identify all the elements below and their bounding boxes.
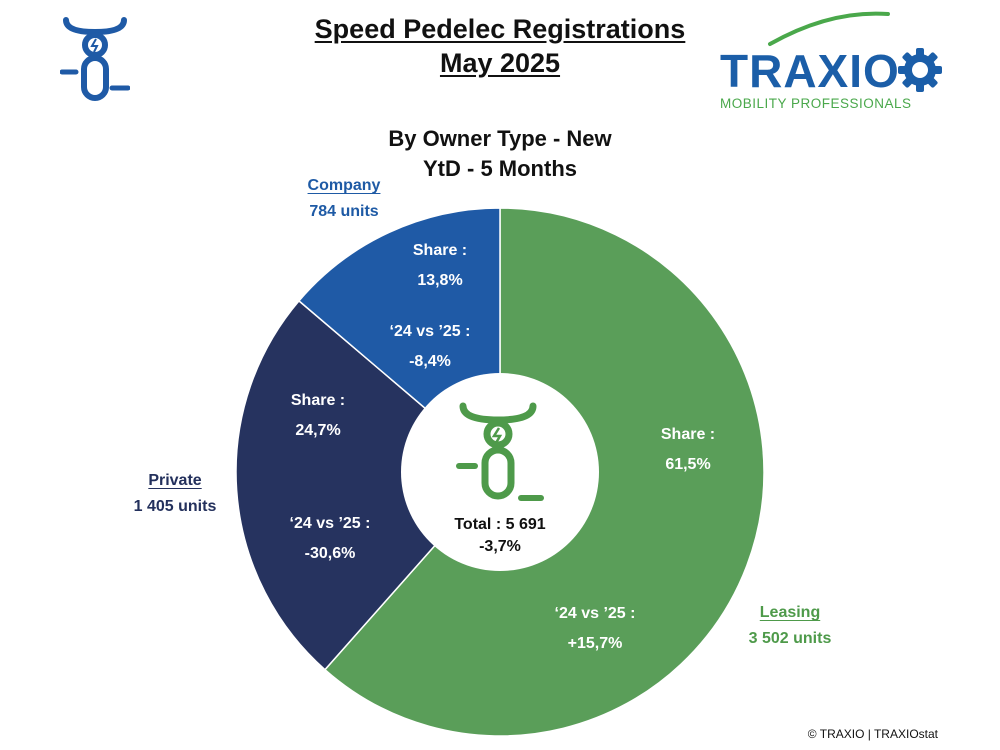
private-change-caption: ‘24 vs ’25 :: [289, 515, 371, 532]
company-share-label: Share : 13,8%: [380, 236, 500, 296]
company-share-caption: Share :: [412, 242, 468, 259]
leasing-name: Leasing: [759, 604, 821, 621]
gear-icon: [898, 48, 942, 92]
subtitle-line-2: YtD - 5 Months: [423, 156, 577, 181]
company-outer-label: Company 784 units: [284, 173, 404, 225]
company-change-value: -8,4%: [409, 353, 451, 370]
private-share-caption: Share :: [290, 392, 346, 409]
speed-pedelec-icon: [59, 12, 131, 107]
private-change-value: -30,6%: [304, 545, 356, 562]
company-name: Company: [307, 177, 381, 194]
brand-tagline: MOBILITY PROFESSIONALS: [720, 96, 912, 111]
page-title: Speed Pedelec Registrations May 2025: [250, 12, 750, 80]
leasing-units: 3 502 units: [748, 630, 832, 647]
total-change: -3,7%: [479, 538, 521, 555]
total-label: Total : 5 691: [454, 516, 546, 533]
leasing-outer-label: Leasing 3 502 units: [725, 600, 855, 652]
leasing-share-value: 61,5%: [665, 456, 711, 473]
title-line-1: Speed Pedelec Registrations: [314, 14, 686, 44]
donut-total: Total : 5 691 -3,7%: [420, 514, 580, 558]
private-change-label: ‘24 vs ’25 : -30,6%: [260, 509, 400, 569]
leasing-change-value: +15,7%: [567, 635, 623, 652]
subtitle-line-1: By Owner Type - New: [388, 126, 612, 151]
traxio-logo: TRAXIO MOBILITY PROFESSIONALS: [710, 10, 950, 111]
logo-swoosh: [768, 11, 890, 46]
leasing-share-caption: Share :: [660, 426, 716, 443]
leasing-share-label: Share : 61,5%: [628, 420, 748, 480]
title-line-2: May 2025: [439, 48, 561, 78]
leasing-change-label: ‘24 vs ’25 : +15,7%: [520, 599, 670, 659]
copyright-footer: © TRAXIO | TRAXIOstat: [807, 727, 938, 741]
donut-hole: [401, 373, 599, 571]
slice-private: [235, 299, 502, 671]
center-pedelec-icon: [456, 402, 544, 501]
company-units: 784 units: [309, 203, 379, 220]
private-share-value: 24,7%: [295, 422, 341, 439]
chart-subtitle: By Owner Type - New YtD - 5 Months: [300, 124, 700, 184]
private-outer-label: Private 1 405 units: [110, 468, 240, 520]
company-change-label: ‘24 vs ’25 : -8,4%: [360, 317, 500, 377]
brand-name: TRAXIO: [720, 45, 900, 97]
company-share-value: 13,8%: [417, 272, 463, 289]
leasing-change-caption: ‘24 vs ’25 :: [554, 605, 636, 622]
private-units: 1 405 units: [133, 498, 217, 515]
company-change-caption: ‘24 vs ’25 :: [389, 323, 471, 340]
private-share-label: Share : 24,7%: [258, 386, 378, 446]
private-name: Private: [148, 472, 202, 489]
